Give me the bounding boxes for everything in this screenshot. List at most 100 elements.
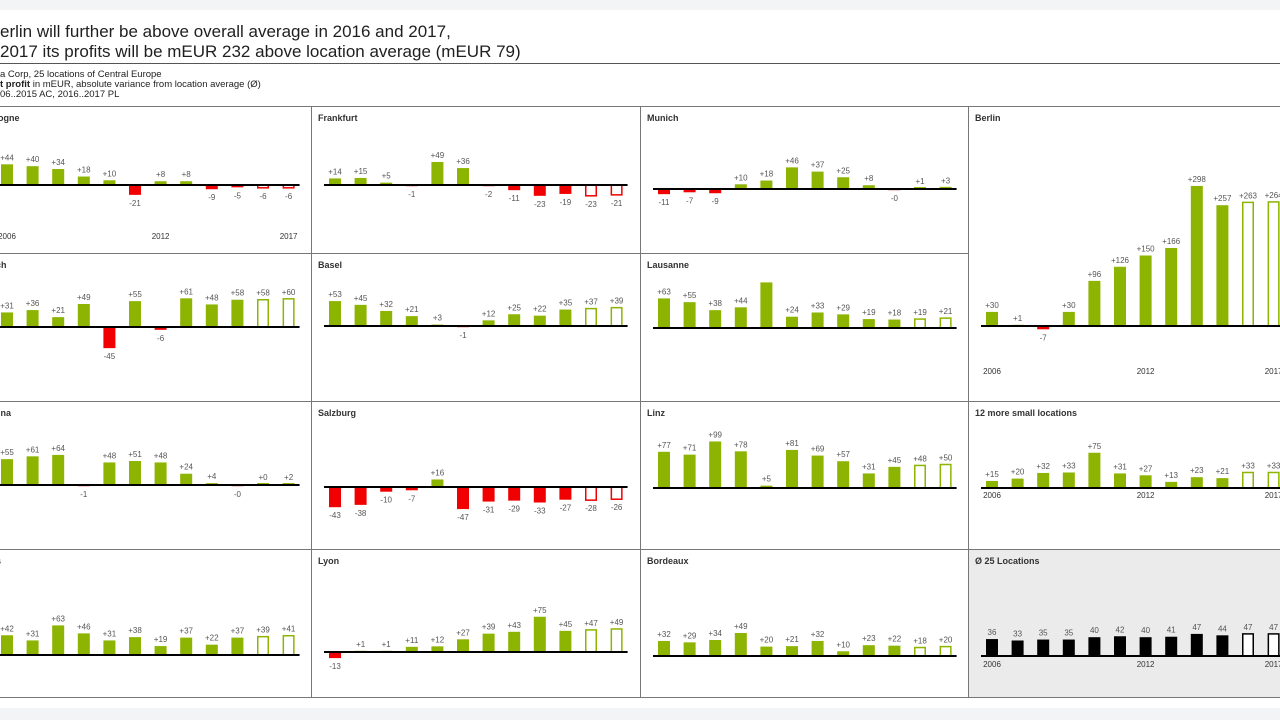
bar-2012	[1139, 637, 1152, 656]
data-label: +75	[533, 606, 547, 615]
year-tick-label: 2006	[983, 491, 1001, 500]
data-label: +1	[915, 177, 925, 186]
data-label: +18	[77, 166, 91, 175]
bar-2007	[26, 640, 39, 655]
panel-title: Linz	[647, 408, 665, 418]
bar-2016	[257, 635, 269, 656]
bar-2017	[610, 306, 623, 327]
data-label: -11	[509, 194, 521, 203]
data-label: -1	[408, 190, 416, 199]
bar-2012	[811, 312, 824, 328]
data-label: +4	[207, 472, 217, 481]
panel-title: Frankfurt	[318, 113, 358, 123]
bar-2014	[1190, 477, 1203, 488]
bar-2016	[585, 184, 597, 197]
data-label: +30	[985, 301, 999, 310]
bar-chart-paris: +42 +31 +63 +46 +31 +38 +19 +37 +22 +37 +39 +41	[0, 614, 300, 656]
data-label: -7	[1040, 333, 1048, 342]
panel-salzburg: Salzburg -43 -38 -10 -7 +16 -47 -31 -29 -33 -27 -28…	[311, 401, 641, 550]
data-label: +33	[811, 301, 825, 310]
bar-chart-munich: -11 -7 -9 +10 +18 +46 +37 +25 +8 -0 +1 +3	[653, 156, 957, 207]
bar-2013	[180, 473, 193, 485]
data-label: +16	[431, 468, 445, 477]
subtitle-company: a Corp, 25 locations of Central Europe	[0, 69, 162, 80]
data-label: +21	[785, 635, 799, 644]
data-label: +8	[864, 174, 874, 183]
data-label: +38	[708, 299, 722, 308]
data-label: 35	[1039, 629, 1048, 638]
bar-2008	[709, 441, 722, 488]
data-label: +1	[1013, 314, 1023, 323]
bar-2007	[354, 177, 367, 185]
report-sheet: erlin will further be above overall aver…	[0, 10, 1280, 708]
data-label: +55	[128, 290, 142, 299]
data-label: +48	[103, 451, 117, 460]
bar-2006	[658, 451, 670, 488]
data-label: 41	[1167, 626, 1176, 635]
data-label: +58	[256, 289, 270, 298]
data-label: -28	[585, 504, 597, 513]
bar-2017	[610, 184, 623, 196]
data-label: +40	[26, 155, 40, 164]
data-label: +47	[584, 619, 598, 628]
bar-chart-berlin: +30 +1 -7 +30 +96 +126 +150 +166 +298 +257 +263 +26…	[981, 175, 1280, 376]
bar-2017	[282, 298, 295, 328]
data-label: +19	[154, 635, 168, 644]
bar-2013	[837, 314, 850, 328]
bar-2013	[508, 631, 521, 652]
bar-2008	[380, 487, 393, 492]
bar-2015	[231, 299, 244, 327]
panel-vienna: enna +55 +61 +64 -1 +48 +51 +48 +24 +4 -0 +0 +2	[0, 401, 312, 550]
panel-title: Salzburg	[318, 408, 357, 418]
bar-2009	[1062, 472, 1075, 488]
bar-2013	[508, 314, 521, 326]
bar-2012	[811, 640, 824, 656]
bar-2013	[1165, 636, 1178, 656]
panel-title: ris	[0, 556, 1, 566]
bar-2015	[559, 185, 572, 194]
year-tick-label: 2012	[152, 232, 170, 241]
bar-2007	[354, 304, 367, 326]
data-label: +22	[888, 635, 902, 644]
bar-2009	[1062, 639, 1075, 656]
data-label: -9	[712, 197, 720, 206]
data-label: -6	[285, 192, 293, 201]
panel-title: Bordeaux	[647, 556, 689, 566]
data-label: +63	[51, 614, 65, 623]
bar-2014	[862, 473, 875, 488]
panel-cologne: ologne +44 +40 +34 +18 +10 -21 +8 +8 -9 -5 -6 -6 2006…	[0, 106, 312, 254]
data-label: -7	[686, 196, 694, 205]
data-label: +21	[51, 306, 65, 315]
year-tick-label: 2006	[983, 367, 1001, 376]
data-label: +14	[328, 167, 342, 176]
data-label: +24	[179, 463, 193, 472]
bar-2009	[734, 184, 747, 189]
data-label: +0	[258, 473, 268, 482]
bar-2011	[786, 646, 798, 656]
data-label: -5	[234, 191, 242, 200]
bar-2006	[329, 652, 341, 659]
data-label: -21	[129, 199, 141, 208]
data-label: +48	[154, 451, 168, 460]
bar-2012	[482, 320, 495, 326]
data-label: -2	[485, 190, 493, 199]
bar-2012	[482, 487, 495, 502]
bar-2009	[77, 303, 90, 327]
data-label: +49	[610, 618, 624, 627]
data-label: +20	[760, 636, 774, 645]
bar-2008	[380, 182, 393, 185]
data-label: +49	[431, 151, 445, 160]
bar-chart-cologne: +44 +40 +34 +18 +10 -21 +8 +8 -9 -5 -6 -6 2006 2012 20…	[0, 153, 300, 241]
bar-chart-basel: +53 +45 +32 +21 +3 -1 +12 +25 +22 +35 +37 +39	[324, 290, 628, 340]
bar-2006	[986, 639, 998, 656]
panel-bordeaux: Bordeaux +32 +29 +34 +49 +20 +21 +32 +10 +23 +22 +1…	[640, 549, 969, 698]
bar-chart-average: 36 33 35 35 40 42 40 41 47 44 47 47 2006 2012 2017	[981, 623, 1280, 669]
bar-2010	[431, 479, 444, 487]
data-label: +34	[51, 158, 65, 167]
panel-paris: ris +42 +31 +63 +46 +31 +38 +19 +37 +22 +37 +39 +41	[0, 549, 312, 698]
bar-2015	[888, 319, 901, 328]
bar-2014	[1190, 633, 1203, 656]
bar-2017	[939, 463, 952, 489]
bar-2010	[431, 161, 444, 185]
bar-2010	[431, 646, 444, 652]
